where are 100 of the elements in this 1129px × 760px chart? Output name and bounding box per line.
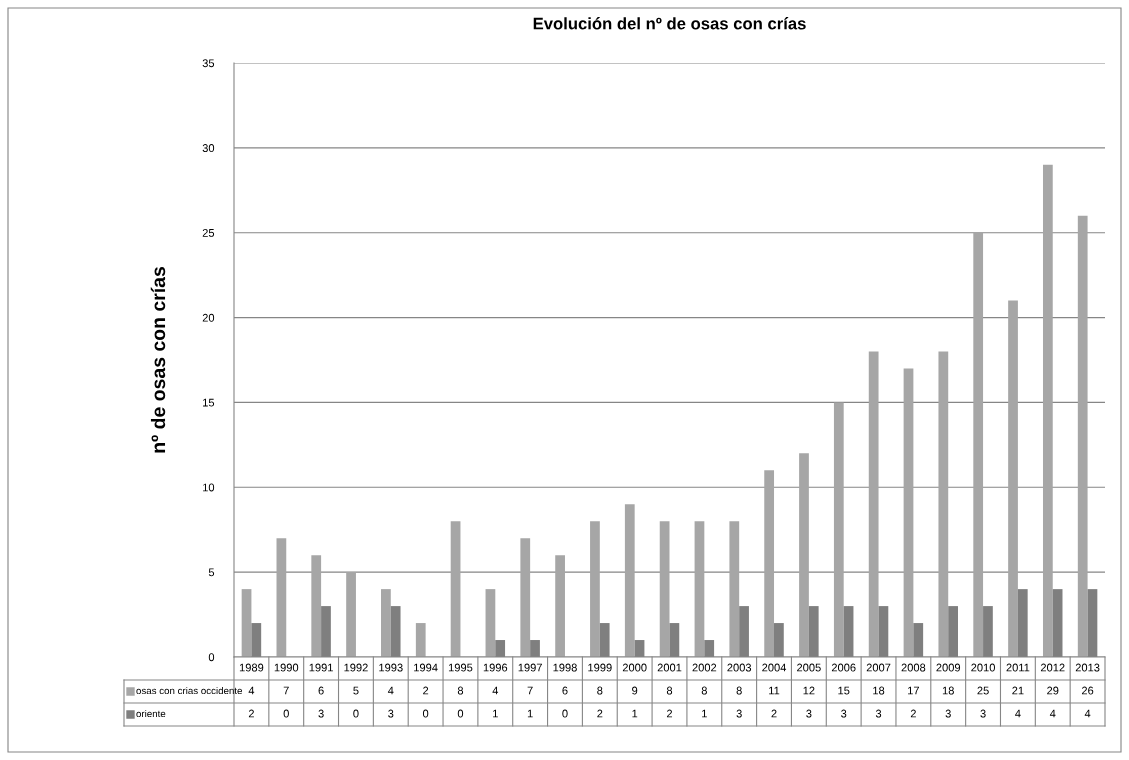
- data-label: 0: [283, 709, 289, 718]
- data-label: 8: [597, 686, 603, 695]
- data-label: 3: [318, 709, 324, 718]
- y-tick-label: 0: [208, 653, 215, 662]
- x-tick-label: 1989: [239, 663, 264, 672]
- x-tick-label: 2003: [727, 663, 752, 672]
- data-label: 0: [353, 709, 359, 718]
- x-tick-label: 1995: [448, 663, 473, 672]
- data-label: 3: [875, 709, 882, 718]
- data-label: 18: [942, 686, 954, 695]
- data-label: 8: [736, 686, 742, 695]
- bar: [450, 521, 461, 657]
- data-label: 7: [283, 686, 289, 695]
- y-tick-label: 5: [208, 568, 215, 577]
- data-label: 5: [353, 686, 359, 695]
- data-label: 25: [977, 686, 989, 695]
- data-label: 8: [666, 686, 673, 695]
- bar: [624, 504, 635, 657]
- bar: [381, 589, 391, 657]
- x-tick-label: 1996: [483, 663, 508, 672]
- data-label: 1: [632, 709, 638, 718]
- x-tick-label: 2002: [692, 663, 717, 672]
- bar: [764, 470, 775, 657]
- data-label: 7: [527, 686, 533, 695]
- bar: [311, 555, 322, 657]
- x-tick-label: 1991: [309, 663, 333, 672]
- bar: [799, 453, 809, 657]
- data-label: 0: [562, 709, 568, 718]
- data-label: 2: [597, 709, 603, 718]
- bar: [590, 521, 600, 657]
- data-label: 9: [632, 686, 638, 695]
- data-label: 2: [423, 686, 429, 695]
- data-label: 21: [1012, 686, 1024, 695]
- data-label: 8: [457, 686, 464, 695]
- x-tick-label: 2000: [622, 663, 647, 672]
- bar: [241, 589, 252, 657]
- data-label: 29: [1047, 686, 1059, 695]
- bar: [485, 589, 496, 657]
- y-axis-title: nº de osas con crías: [150, 267, 166, 453]
- data-label: 6: [562, 686, 568, 695]
- bar: [659, 521, 670, 657]
- x-tick-label: 1992: [344, 663, 368, 672]
- bar: [694, 521, 705, 657]
- data-label: 2: [248, 709, 254, 718]
- data-label: 3: [945, 709, 951, 718]
- bar: [729, 521, 740, 657]
- data-label: 11: [769, 686, 780, 695]
- x-tick-label: 2009: [936, 663, 961, 672]
- data-label: 8: [701, 686, 707, 695]
- data-label: 1: [493, 709, 498, 718]
- y-tick-label: 30: [202, 144, 215, 152]
- x-tick-label: 2012: [1040, 663, 1065, 672]
- data-label: 3: [736, 709, 742, 718]
- legend-label: oriente: [136, 709, 166, 718]
- x-tick-label: 2001: [657, 663, 682, 672]
- chart-title: Evolución del nº de osas con crías: [533, 17, 806, 30]
- data-label: 18: [873, 686, 885, 695]
- x-tick-label: 2010: [971, 663, 995, 672]
- bar: [1042, 164, 1053, 657]
- bar: [415, 623, 426, 657]
- data-label: 4: [387, 686, 394, 695]
- bar: [833, 402, 844, 657]
- x-tick-label: 2005: [797, 663, 821, 672]
- data-label: 4: [1015, 709, 1021, 718]
- x-tick-label: 2013: [1075, 663, 1100, 672]
- bar: [1077, 215, 1088, 657]
- bar: [520, 538, 531, 657]
- data-label: 4: [1049, 709, 1056, 718]
- data-label: 3: [980, 709, 986, 718]
- bar: [346, 572, 356, 657]
- y-tick-label: 25: [202, 228, 215, 237]
- data-label: 3: [841, 709, 847, 718]
- data-label: 17: [908, 686, 919, 695]
- data-label: 2: [666, 709, 673, 718]
- data-label: 1: [702, 709, 707, 718]
- bar: [555, 555, 565, 657]
- y-tick-label: 20: [202, 313, 215, 322]
- x-tick-label: 2007: [866, 663, 891, 672]
- x-tick-label: 1997: [518, 663, 542, 672]
- x-tick-label: 1999: [588, 663, 612, 672]
- data-label: 0: [457, 709, 464, 718]
- bar: [868, 351, 879, 657]
- data-label: 26: [1081, 686, 1094, 695]
- data-label: 2: [910, 709, 916, 718]
- x-tick-label: 1994: [414, 663, 438, 672]
- data-label: 15: [838, 686, 850, 695]
- x-tick-label: 1990: [274, 663, 299, 672]
- x-tick-label: 1998: [553, 663, 577, 672]
- data-label: 4: [248, 686, 255, 695]
- data-label: 12: [803, 686, 815, 695]
- data-label: 2: [771, 709, 777, 718]
- x-tick-label: 1993: [379, 663, 403, 672]
- data-label: 3: [806, 709, 812, 718]
- bar: [973, 232, 984, 657]
- bar: [938, 351, 949, 657]
- bar: [276, 538, 287, 657]
- data-label: 1: [527, 709, 533, 718]
- data-label: 4: [1084, 709, 1091, 718]
- x-tick-label: 2008: [901, 663, 926, 672]
- y-tick-label: 15: [203, 398, 215, 407]
